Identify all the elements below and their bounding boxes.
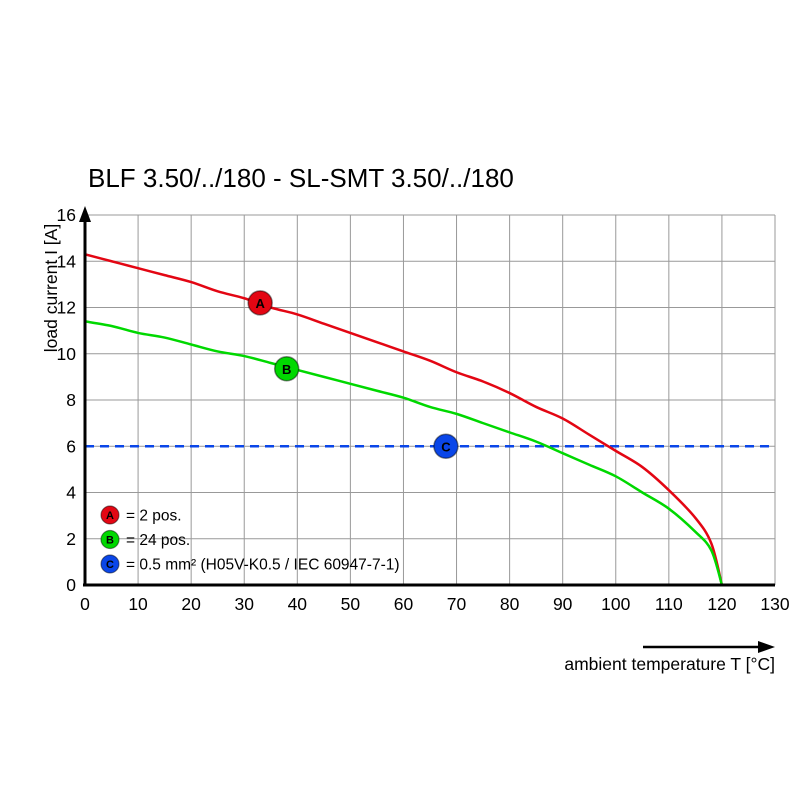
chart-title: BLF 3.50/../180 - SL-SMT 3.50/../180 [88,163,514,193]
legend-label: = 0.5 mm² (H05V-K0.5 / IEC 60947-7-1) [126,557,400,574]
y-tick-label: 16 [57,205,76,225]
tick-labels: 0 10 20 30 40 50 60 70 80 90 100 110 120 130 0 2 4 6 8 10 12… [57,205,790,614]
x-tick-label: 90 [553,594,573,614]
series-curve-A [83,253,724,587]
curve-markers: A B C [247,290,459,459]
x-tick-label: 30 [234,594,254,614]
series-curves [83,253,724,587]
y-tick-label: 12 [57,298,76,318]
legend-letter: C [106,559,114,571]
x-tick-label: 100 [601,594,630,614]
marker-B [273,356,300,382]
y-tick-label: 0 [66,575,76,595]
series-curve-B [83,320,724,587]
marker-letter: C [441,439,451,454]
x-tick-label: 20 [181,594,201,614]
x-tick-label: 50 [341,594,361,614]
marker-letter: A [255,296,265,311]
x-tick-label: 60 [394,594,414,614]
legend-letter: B [106,535,114,547]
legend-label: = 2 pos. [126,508,182,525]
y-tick-label: 14 [57,251,77,271]
y-tick-label: 4 [66,483,76,503]
x-tick-label: 130 [760,594,789,614]
y-tick-label: 6 [66,436,76,456]
x-tick-label: 70 [447,594,467,614]
x-tick-label: 40 [288,594,308,614]
legend-swatch-C [100,554,120,574]
legend-label: = 24 pos. [126,532,190,549]
marker-C [433,433,459,459]
x-tick-label: 0 [80,594,90,614]
y-tick-label: 10 [57,344,77,364]
legend: A = 2 pos. B = 24 pos. C = 0.5 mm² (H05V-K0.5… [100,505,400,574]
marker-letter: B [282,362,291,377]
gridlines [85,214,776,585]
x-tick-label: 80 [500,594,520,614]
x-tick-label: 10 [128,594,148,614]
axes [79,206,775,653]
x-tick-label: 120 [707,594,736,614]
x-tick-label: 110 [655,594,683,614]
x-axis-arrow-icon [758,641,775,653]
y-axis-arrow-icon [79,206,91,222]
x-axis-label: ambient temperature T [°C] [564,654,775,674]
y-axis-label: load current I [A] [41,224,61,352]
y-tick-label: 8 [66,390,76,410]
marker-A [247,290,273,316]
legend-swatch-B [100,529,120,550]
legend-letter: A [106,510,114,522]
legend-swatch-A [100,505,120,525]
y-tick-label: 2 [66,529,76,549]
